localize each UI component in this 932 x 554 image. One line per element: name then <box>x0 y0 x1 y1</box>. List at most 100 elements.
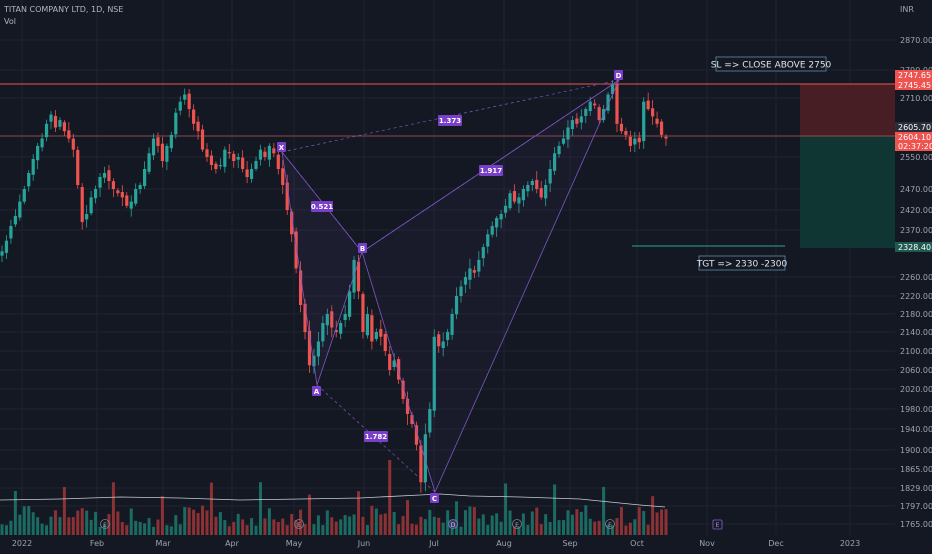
volume-bar <box>619 506 623 535</box>
point-label-x[interactable]: X <box>277 142 286 152</box>
x-tick-label: Nov <box>699 539 715 548</box>
candle-body <box>637 137 641 143</box>
candle-body <box>356 261 361 292</box>
volume-bar <box>544 514 548 535</box>
volume-bar <box>343 515 347 535</box>
target-annotation[interactable]: TGT => 2330 -2300 <box>696 255 788 271</box>
candle-body <box>579 116 583 123</box>
symbol-title[interactable]: TITAN COMPANY LTD, 1D, NSE <box>4 5 124 14</box>
volume-bar <box>27 505 31 535</box>
volume-bar <box>303 524 307 535</box>
volume-bar <box>183 507 187 535</box>
ratio-label-bd[interactable]: 1.917 <box>479 165 503 176</box>
candle-body <box>397 359 401 380</box>
y-tick-label: 2060.00 <box>900 366 932 375</box>
volume-bar <box>388 460 392 535</box>
svg-text:B: B <box>360 245 365 253</box>
candle-body <box>31 159 35 175</box>
candle-body <box>214 163 218 169</box>
time-axis-background[interactable] <box>0 535 932 550</box>
volume-bar <box>241 519 245 535</box>
point-label-d[interactable]: D <box>614 70 623 80</box>
y-tick-label: 1765.00 <box>900 520 932 529</box>
volume-bar <box>579 511 583 535</box>
volume-bar <box>178 524 182 535</box>
candle-body <box>539 188 543 198</box>
candle-body <box>227 152 231 154</box>
earnings-marker-icon[interactable]: E <box>512 519 522 530</box>
volume-bar <box>477 518 481 535</box>
stop-loss-annotation[interactable]: SL => CLOSE ABOVE 2750 <box>711 56 832 72</box>
candle-body <box>307 330 312 366</box>
point-label-a[interactable]: A <box>312 386 321 396</box>
x-tick-label: 2022 <box>12 539 32 548</box>
volume-bar <box>566 510 570 535</box>
candle-body <box>143 169 147 187</box>
volume-bar <box>325 510 329 535</box>
svg-text:SL => CLOSE ABOVE 2750: SL => CLOSE ABOVE 2750 <box>711 61 832 71</box>
svg-text:E: E <box>297 522 301 529</box>
volume-bar <box>593 521 597 535</box>
candle-body <box>312 355 316 367</box>
volume-bar <box>85 510 89 535</box>
candle-body <box>13 216 17 225</box>
volume-bar <box>624 525 628 535</box>
candle-body <box>120 192 124 198</box>
svg-text:02:37:20: 02:37:20 <box>898 142 932 151</box>
candle-body <box>575 118 579 124</box>
volume-bar <box>285 525 289 535</box>
point-label-b[interactable]: B <box>358 243 367 253</box>
earnings-marker-icon[interactable]: E <box>100 519 110 530</box>
candle-body <box>446 332 450 340</box>
svg-text:1.373: 1.373 <box>439 117 461 125</box>
point-label-c[interactable]: C <box>430 493 439 503</box>
candle-body <box>481 247 485 259</box>
candle-body <box>405 398 410 414</box>
volume-bar <box>535 507 539 535</box>
candle-body <box>570 120 575 130</box>
y-tick-label: 2220.00 <box>900 292 932 301</box>
candle-body <box>557 145 561 155</box>
candle-body <box>9 226 13 239</box>
volume-bar <box>637 507 641 535</box>
candle-body <box>503 205 508 213</box>
upcoming-earnings-marker-icon[interactable]: E <box>712 519 723 530</box>
earnings-marker-icon[interactable]: E <box>605 519 615 530</box>
earnings-marker-icon[interactable]: E <box>294 519 304 530</box>
volume-bar <box>557 520 561 535</box>
candle-body <box>552 153 557 171</box>
volume-bar <box>450 526 454 535</box>
volume-bar <box>143 523 147 535</box>
candle-body <box>290 211 294 235</box>
candle-body <box>432 336 436 411</box>
ratio-label-xb[interactable]: 0.521 <box>311 201 333 212</box>
y-tick-label: 2100.00 <box>900 347 932 356</box>
x-tick-label: Mar <box>155 539 171 548</box>
candle-body <box>655 118 659 124</box>
volume-bar <box>521 513 525 535</box>
candle-body <box>205 149 209 157</box>
candle-body <box>4 240 9 253</box>
candle-body <box>659 121 664 135</box>
event-markers: E E D E E E <box>100 519 723 530</box>
volume-bar <box>196 513 200 535</box>
ratio-label-ac[interactable]: 1.782 <box>364 431 388 442</box>
x-tick-label: Aug <box>496 539 512 548</box>
volume-bar <box>138 521 142 535</box>
candle-body <box>232 153 236 161</box>
candle-body <box>651 108 655 117</box>
dividend-marker-icon[interactable]: D <box>448 519 458 530</box>
volume-bar <box>232 521 236 535</box>
volume-bar <box>553 484 557 535</box>
price-tag-sl-high: 2747.65 <box>895 70 932 80</box>
volume-bar <box>107 514 111 535</box>
volume-bar <box>468 506 472 535</box>
x-tick-label: Jun <box>357 539 371 548</box>
volume-bar <box>584 505 588 535</box>
ratio-label-xd[interactable]: 1.373 <box>438 115 462 126</box>
candle-body <box>495 218 499 228</box>
volume-bar <box>517 526 521 535</box>
